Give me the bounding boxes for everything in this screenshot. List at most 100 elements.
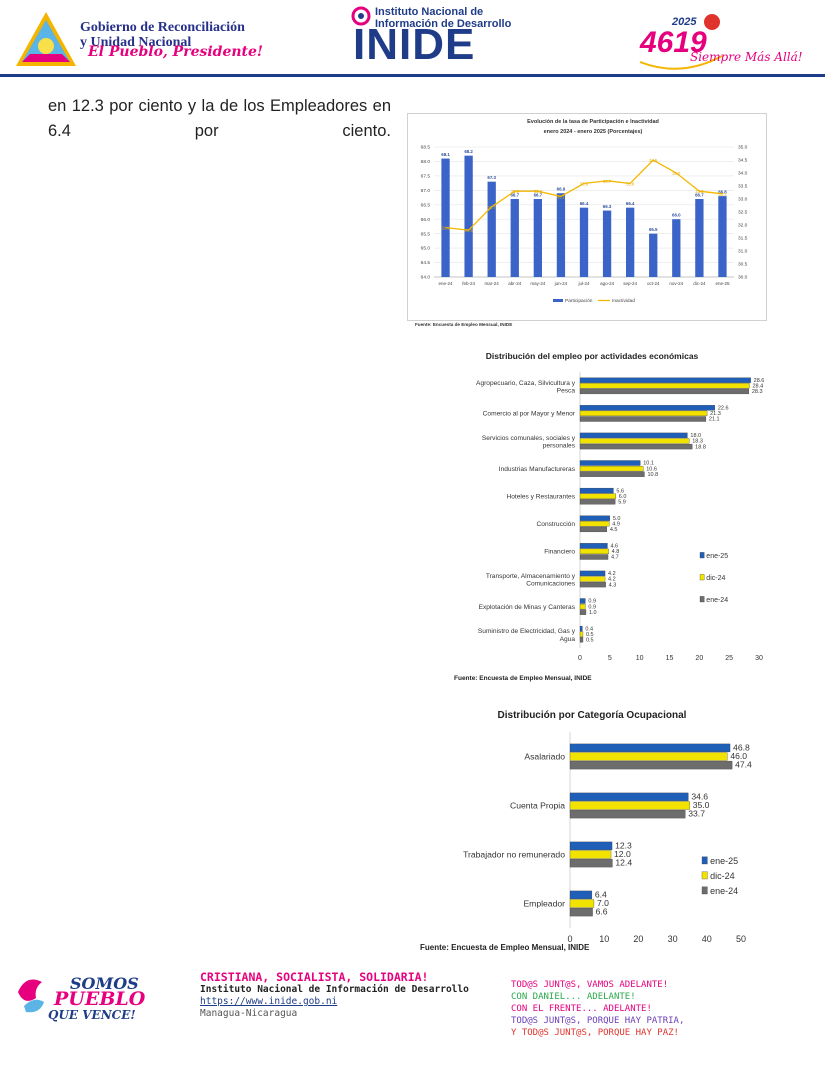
- pueblo-presidente-slogan: El Pueblo, Presidente!: [88, 44, 264, 60]
- chart2-bar-ene-25: [579, 570, 606, 577]
- chart1-line-label: 33.3: [695, 189, 704, 194]
- chart2-legend-ene-25: ene-25: [706, 553, 728, 560]
- chart1-ytick-left: 65.0: [421, 246, 431, 252]
- chart1-xtick: mar-24: [485, 281, 500, 286]
- chart2-category-label: Industrias Manufactureras: [499, 466, 576, 473]
- chart1-xtick: sep-24: [623, 281, 637, 286]
- chart1-bar-label: 68.2: [464, 149, 473, 154]
- chart1-title: Evolución de la tasa de Participación e …: [527, 119, 659, 125]
- anniversary-tagline: Siempre Más Allá!: [690, 50, 803, 64]
- chart1-ytick-left: 64.5: [421, 260, 431, 266]
- chart1-bar-label: 66.8: [718, 190, 727, 195]
- chart2-bar-label: 5.6: [616, 488, 624, 494]
- chart3-bar-label: 35.0: [693, 800, 710, 810]
- chart2-legend-dic-24: dic-24: [706, 575, 725, 582]
- chart2-category-label: Hoteles y Restaurantes: [506, 494, 575, 501]
- chart1-xtick: jul-24: [577, 281, 590, 286]
- somos-pueblo-logo-graphic: [18, 979, 44, 1013]
- chart3-bar-ene-25: [569, 743, 731, 753]
- chart1-plot-area: 64.0 64.5 65.0 65.5 66.0 66.5 67.0 67.5 68.0 68.5…: [421, 145, 748, 304]
- chart3-bar-label: 47.4: [735, 760, 752, 770]
- chart1-xtick: ene-25: [715, 281, 730, 286]
- chart3-plot-area: 0 10 20 30 40 50 Asalariado 46.846.047.4 Cuenta …: [463, 732, 752, 944]
- chart1-line-label: 32.7: [488, 205, 497, 210]
- chart1-ytick-left: 68.5: [421, 145, 431, 151]
- anniversary-year: 2025: [672, 16, 697, 28]
- chart2-bar-label: 10.6: [646, 466, 657, 472]
- chart1-xtick: feb-24: [462, 281, 475, 286]
- chart2-xtick: 0: [578, 655, 582, 662]
- chart2-bar-label: 4.6: [610, 543, 618, 549]
- chart3-bar-dic-24: [569, 801, 690, 810]
- chart2-bar-label: 0.5: [586, 637, 594, 643]
- chart1-xtick: abr-24: [508, 281, 522, 286]
- chart2-bar-label: 10.8: [647, 472, 658, 478]
- footer-slogan-2: CON DANIEL... ADELANTE!: [511, 992, 636, 1002]
- header-divider: [0, 74, 825, 77]
- chart2-bar-ene-24: [579, 637, 584, 643]
- chart2-category-label: Agropecuario, Caza, Silvicultura y Pesca: [476, 380, 576, 395]
- chart2-bar-label: 0.5: [586, 632, 594, 638]
- footer-website-link[interactable]: https://www.inide.gob.ni: [200, 996, 338, 1007]
- chart3-legend-ene-25: ene-25: [710, 856, 738, 866]
- chart2-bar-ene-24: [579, 581, 606, 588]
- footer-institute: Instituto Nacional de Información de Des…: [200, 984, 469, 995]
- chart2-bar-dic-24: [579, 576, 606, 582]
- chart2-bar-ene-25: [579, 543, 608, 549]
- chart1-ytick-left: 66.5: [421, 202, 431, 208]
- chart1-xtick: ene-24: [439, 281, 454, 286]
- footer-slogan-1: TOD@S JUNT@S, VAMOS ADELANTE!: [511, 980, 669, 990]
- chart3-bar-ene-24: [569, 907, 593, 917]
- chart1-ytick-left: 65.5: [421, 231, 431, 237]
- chart3-xtick: 20: [633, 934, 643, 944]
- somos-pueblo-logo: SOMOS PUEBLO QUE VENCE!: [48, 976, 145, 1023]
- chart1-bar-label: 67.3: [487, 175, 496, 180]
- chart2-bar-ene-25: [579, 460, 641, 466]
- employment-by-activity-chart: Distribución del empleo por actividades …: [454, 351, 764, 682]
- chart3-title: Distribución por Categoría Ocupacional: [498, 710, 687, 721]
- chart1-bar-label: 66.7: [695, 193, 704, 198]
- chart2-bar-label: 4.5: [610, 527, 618, 533]
- chart1-line-label: 33.3: [511, 189, 520, 194]
- chart3-category-label: Trabajador no remunerado: [463, 850, 565, 860]
- chart3-bar-label: 12.4: [615, 858, 632, 868]
- chart2-bar-label: 22.6: [718, 405, 729, 411]
- chart3-xtick: 30: [668, 934, 678, 944]
- chart1-ytick-left: 64.0: [421, 275, 431, 281]
- chart3-bar-ene-24: [569, 760, 733, 770]
- chart2-bar-ene-24: [579, 526, 608, 533]
- chart2-bar-ene-25: [579, 487, 614, 494]
- chart1-ytick-left: 68.0: [421, 159, 431, 165]
- chart1-bar-label: 66.9: [557, 187, 566, 192]
- chart3-legend-swatch-ene-24: [701, 886, 708, 895]
- chart2-xtick: 25: [725, 655, 733, 662]
- occupational-category-chart: Distribución por Categoría Ocupacional 0…: [420, 710, 752, 952]
- chart1-bar-label: 66.7: [534, 193, 543, 198]
- chart1-ytick-left: 67.5: [421, 173, 431, 179]
- chart3-bar-label: 6.4: [595, 889, 607, 899]
- chart3-legend-swatch-ene-25: [701, 856, 708, 865]
- chart1-legend-participation: Participación: [565, 298, 593, 304]
- somos-line2: PUEBLO: [54, 988, 146, 1010]
- chart3-bar-dic-24: [569, 850, 612, 859]
- chart1-ytick-left: 66.0: [421, 217, 431, 223]
- chart1-bar-label: 66.0: [672, 213, 681, 218]
- chart1-bar-participation: [695, 199, 704, 277]
- chart1-bar-participation: [556, 193, 566, 277]
- chart2-bar-label: 21.3: [710, 411, 721, 417]
- chart2-bar-label: 0.9: [588, 604, 596, 610]
- chart1-line-label: 33.3: [534, 189, 543, 194]
- chart2-legend-ene-24: ene-24: [706, 597, 728, 604]
- chart1-bar-participation: [718, 196, 727, 277]
- chart1-ytick-right: 31.5: [738, 236, 748, 242]
- chart1-xtick: dic-24: [693, 281, 706, 286]
- gov-line1: Gobierno de Reconciliación: [80, 20, 245, 35]
- chart2-bar-ene-25: [579, 377, 751, 383]
- chart2-bar-label: 1.0: [589, 610, 597, 616]
- chart2-bar-label: 4.2: [608, 571, 616, 577]
- chart2-category-label: Construcción: [537, 521, 576, 528]
- chart2-category-label: Servicios comunales, sociales y personale…: [482, 435, 576, 450]
- chart1-xtick: oct-24: [647, 281, 660, 286]
- chart2-category-label: Transporte, Almacenamiento y Comunicacion…: [486, 573, 576, 588]
- gov-line2: y Unidad Nacional: [80, 35, 192, 50]
